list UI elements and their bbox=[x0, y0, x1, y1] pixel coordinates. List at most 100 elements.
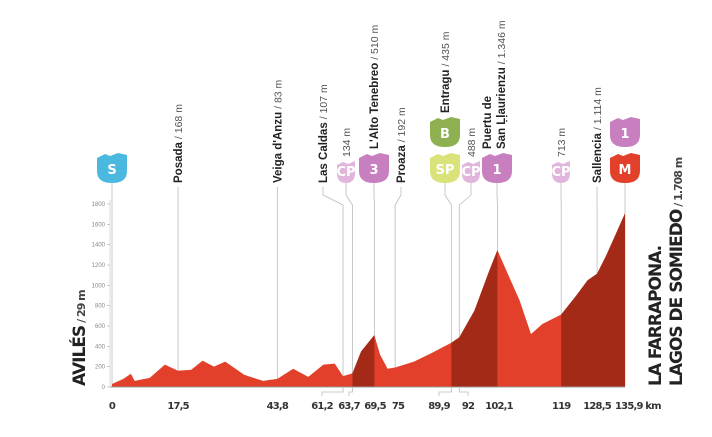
sprint-icon: SP bbox=[430, 153, 460, 183]
x-tick-label: 63,7 bbox=[338, 401, 360, 412]
waypoint-label: 134 m bbox=[341, 128, 353, 157]
badge-label: 3 bbox=[369, 163, 378, 178]
badge-label: CP bbox=[336, 165, 355, 180]
waypoint-label: Sallencia / 1.114 m bbox=[592, 87, 604, 183]
checkpoint-icon: CP bbox=[336, 161, 356, 183]
waypoint-name-line2: San Ḷḷaurienzu bbox=[496, 67, 508, 149]
badge-label: 1 bbox=[492, 163, 501, 178]
start-name: AVILÉS bbox=[68, 326, 90, 386]
y-tick-label: 1000 bbox=[92, 283, 106, 289]
y-tick-label: 400 bbox=[95, 344, 106, 350]
waypoint-label: L'Alto Tenebreo / 510 m bbox=[369, 25, 381, 149]
x-tick-label: 119 bbox=[552, 401, 571, 412]
badge-label: SP bbox=[436, 163, 455, 178]
waypoint-altitude: 488 m bbox=[466, 128, 478, 157]
waypoint-label: 488 m bbox=[466, 128, 478, 157]
start-icon: S bbox=[97, 153, 127, 183]
waypoint-label: Puertu de bbox=[482, 96, 494, 149]
badge-label: CP bbox=[461, 165, 480, 180]
waypoint-label: Posada / 168 m bbox=[173, 104, 185, 183]
climb-segment bbox=[352, 335, 375, 387]
badge-label: B bbox=[440, 127, 450, 142]
waypoint-altitude: / 192 m bbox=[396, 107, 408, 142]
sprint-icon-shape bbox=[430, 153, 460, 183]
checkpoint-icon-shape bbox=[337, 161, 355, 183]
x-tick-connector bbox=[438, 387, 452, 396]
start-icon-shape bbox=[97, 153, 127, 183]
bonus-icon-shape bbox=[430, 117, 460, 147]
waypoint-altitude: / 435 m bbox=[440, 31, 452, 66]
y-tick-label: 1800 bbox=[92, 202, 106, 208]
x-tick-label: 69,5 bbox=[364, 401, 386, 412]
badge-label: 1 bbox=[620, 127, 629, 142]
x-tick-label: 0 bbox=[109, 401, 116, 412]
checkpoint-icon: CP bbox=[461, 161, 481, 183]
x-tick-label: 17,5 bbox=[167, 401, 189, 412]
guide-line bbox=[345, 183, 353, 387]
waypoint-altitude: / 83 m bbox=[272, 79, 284, 108]
y-tick-label: 1200 bbox=[92, 263, 106, 269]
x-tick-label: 89,9 bbox=[428, 401, 450, 412]
waypoint-label: Las Caldas / 107 m bbox=[318, 84, 330, 183]
x-tick-label: 75 bbox=[392, 401, 405, 412]
finish-icon-shape bbox=[610, 153, 640, 183]
waypoint-name: Proaza bbox=[396, 145, 408, 183]
mountain-category-1-icon: 1 bbox=[610, 117, 640, 147]
badge-label: M bbox=[619, 163, 632, 178]
y-tick-label: 1600 bbox=[92, 222, 106, 228]
x-tick-label: 61,2 bbox=[311, 401, 333, 412]
waypoint-name: Posada bbox=[173, 141, 185, 183]
guide-line bbox=[444, 183, 452, 387]
waypoint-name: Puertu de bbox=[482, 96, 494, 149]
waypoint-label: Veiga d'Anzu / 83 m bbox=[272, 79, 284, 183]
bonus-icon: B bbox=[430, 117, 460, 147]
x-tick-label: 43,8 bbox=[267, 401, 289, 412]
checkpoint-icon: CP bbox=[551, 161, 571, 183]
waypoint-altitude: 713 m bbox=[556, 128, 568, 157]
x-tick-connector bbox=[348, 387, 353, 396]
x-tick-connector bbox=[321, 387, 344, 396]
mountain-category-1-icon-shape bbox=[610, 117, 640, 147]
y-tick-label: 200 bbox=[95, 365, 106, 371]
start-label: AVILÉS / 29 m bbox=[68, 290, 90, 386]
finish-name: LAGOS DE SOMIEDO bbox=[667, 209, 687, 386]
x-tick-label: 128,5 bbox=[583, 401, 611, 412]
x-tick-connector bbox=[458, 387, 469, 396]
waypoint-altitude: 134 m bbox=[341, 128, 353, 157]
waypoint-altitude: / 1.346 m bbox=[496, 20, 508, 64]
finish-icon: M bbox=[610, 153, 640, 183]
waypoint-altitude: / 107 m bbox=[318, 84, 330, 119]
guide-line bbox=[458, 183, 472, 387]
start-altitude: / 29 m bbox=[75, 290, 88, 323]
finish-label-line2: LAGOS DE SOMIEDO / 1.708 m bbox=[667, 157, 687, 386]
y-tick-label: 800 bbox=[95, 304, 106, 310]
waypoint-labels: S Posada / 168 m Veiga d'Anzu / 83 m Las Cald… bbox=[97, 20, 640, 183]
waypoint-name: Las Caldas bbox=[318, 122, 330, 183]
waypoint-label: 713 m bbox=[556, 128, 568, 157]
mountain-category-1-icon-shape bbox=[482, 153, 512, 183]
waypoint-label-line2: San Ḷḷaurienzu / 1.346 m bbox=[496, 20, 508, 149]
waypoint-name: Veiga d'Anzu bbox=[272, 112, 284, 183]
waypoint-altitude: / 510 m bbox=[369, 25, 381, 60]
badge-label: S bbox=[107, 163, 116, 178]
waypoint-name: Entragu bbox=[440, 70, 452, 113]
finish-label-line1: LA FARRAPONA. bbox=[646, 246, 666, 386]
profile-area bbox=[110, 213, 625, 388]
waypoint-altitude: / 168 m bbox=[173, 104, 185, 139]
guide-line bbox=[394, 187, 402, 387]
mountain-category-1-icon: 1 bbox=[482, 153, 512, 183]
y-tick-label: 600 bbox=[95, 324, 106, 330]
badge-label: CP bbox=[551, 165, 570, 180]
waypoint-label: Entragu / 435 m bbox=[440, 31, 452, 113]
climb-segment bbox=[451, 250, 498, 387]
waypoint-name: Sallencia bbox=[592, 133, 604, 183]
finish-altitude: / 1.708 m bbox=[672, 157, 685, 206]
mountain-category-3-icon-shape bbox=[359, 153, 389, 183]
x-tick-label: 135,9 km bbox=[615, 401, 661, 412]
x-axis: 0 17,5 43,8 61,2 63,7 69,5 75 89,9 92 102,1 119 128… bbox=[109, 387, 662, 412]
checkpoint-icon-shape bbox=[552, 161, 570, 183]
y-tick-label: 1400 bbox=[92, 243, 106, 249]
guide-line bbox=[322, 187, 344, 387]
